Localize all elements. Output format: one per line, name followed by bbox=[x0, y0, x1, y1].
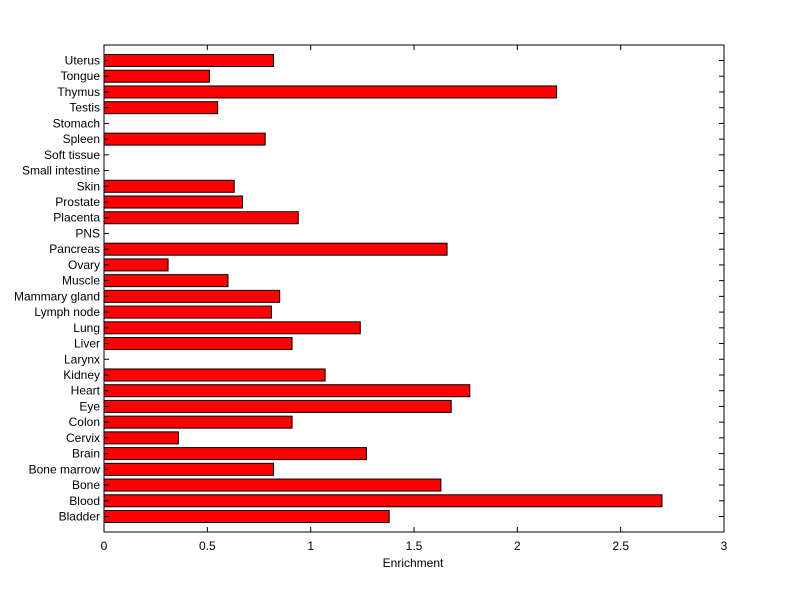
y-tick-label-testis: Testis bbox=[69, 101, 100, 115]
y-tick-label-uterus: Uterus bbox=[65, 54, 100, 68]
bar-blood bbox=[103, 494, 663, 508]
y-tick-label-tongue: Tongue bbox=[61, 69, 101, 83]
bar-colon bbox=[103, 415, 293, 429]
x-axis-label: Enrichment bbox=[383, 556, 444, 570]
y-tick-label-soft-tissue: Soft tissue bbox=[44, 148, 100, 162]
bar-cervix bbox=[103, 431, 179, 445]
bar-brain bbox=[103, 447, 367, 461]
x-tick-label: 3 bbox=[721, 539, 728, 553]
bar-eye bbox=[103, 399, 452, 413]
bar-lung bbox=[103, 321, 361, 335]
y-tick-label-eye: Eye bbox=[79, 399, 100, 413]
bar-spleen bbox=[103, 132, 266, 146]
y-tick-label-spleen: Spleen bbox=[63, 132, 100, 146]
bar-muscle bbox=[103, 274, 229, 288]
y-tick-label-colon: Colon bbox=[69, 415, 100, 429]
bar-lymph-node bbox=[103, 305, 272, 319]
x-tick-label: 0 bbox=[101, 539, 108, 553]
x-tick-label: 1 bbox=[307, 539, 314, 553]
y-tick-label-pancreas: Pancreas bbox=[49, 242, 100, 256]
y-tick-label-small-intestine: Small intestine bbox=[22, 164, 100, 178]
y-tick-label-liver: Liver bbox=[74, 337, 100, 351]
y-tick-label-prostate: Prostate bbox=[55, 195, 100, 209]
x-tick-label: 1.5 bbox=[406, 539, 423, 553]
bar-kidney bbox=[103, 368, 326, 382]
y-tick-label-stomach: Stomach bbox=[53, 116, 100, 130]
y-tick-label-skin: Skin bbox=[77, 179, 100, 193]
y-tick-label-larynx: Larynx bbox=[64, 352, 100, 366]
bar-prostate bbox=[103, 195, 243, 209]
bar-heart bbox=[103, 384, 471, 398]
x-tick-label: 2 bbox=[514, 539, 521, 553]
y-tick-label-thymus: Thymus bbox=[57, 85, 100, 99]
y-tick-label-bone-marrow: Bone marrow bbox=[29, 462, 101, 476]
y-tick-label-placenta: Placenta bbox=[53, 211, 100, 225]
y-tick-label-blood: Blood bbox=[69, 494, 100, 508]
bar-ovary bbox=[103, 258, 169, 272]
y-tick-label-lung: Lung bbox=[73, 321, 100, 335]
bar-mammary-gland bbox=[103, 289, 281, 303]
y-tick-label-mammary-gland: Mammary gland bbox=[14, 289, 100, 303]
y-tick-label-bladder: Bladder bbox=[59, 510, 100, 524]
bar-testis bbox=[103, 101, 219, 115]
y-tick-label-heart: Heart bbox=[71, 384, 101, 398]
bar-bladder bbox=[103, 510, 390, 523]
y-tick-label-kidney: Kidney bbox=[63, 368, 100, 382]
plot-frame bbox=[103, 44, 725, 533]
bar-placenta bbox=[103, 211, 299, 225]
bar-bone-marrow bbox=[103, 462, 274, 476]
bar-bone bbox=[103, 478, 442, 492]
y-tick-label-pns: PNS bbox=[75, 226, 100, 240]
y-tick-label-ovary: Ovary bbox=[68, 258, 100, 272]
bar-skin bbox=[103, 179, 235, 193]
bar-uterus bbox=[103, 54, 274, 67]
bar-thymus bbox=[103, 85, 558, 99]
y-tick-label-lymph-node: Lymph node bbox=[34, 305, 100, 319]
x-tick-label: 0.5 bbox=[199, 539, 216, 553]
bar-pancreas bbox=[103, 242, 448, 256]
x-tick-label: 2.5 bbox=[612, 539, 629, 553]
y-tick-label-bone: Bone bbox=[72, 478, 100, 492]
y-tick-label-brain: Brain bbox=[72, 447, 100, 461]
y-tick-label-muscle: Muscle bbox=[62, 274, 100, 288]
bar-tongue bbox=[103, 69, 210, 83]
x-axis-ticks: 0 0.5 1 1.5 2 2.5 3 bbox=[101, 45, 728, 553]
y-tick-label-cervix: Cervix bbox=[66, 431, 100, 445]
bar-liver bbox=[103, 337, 293, 351]
